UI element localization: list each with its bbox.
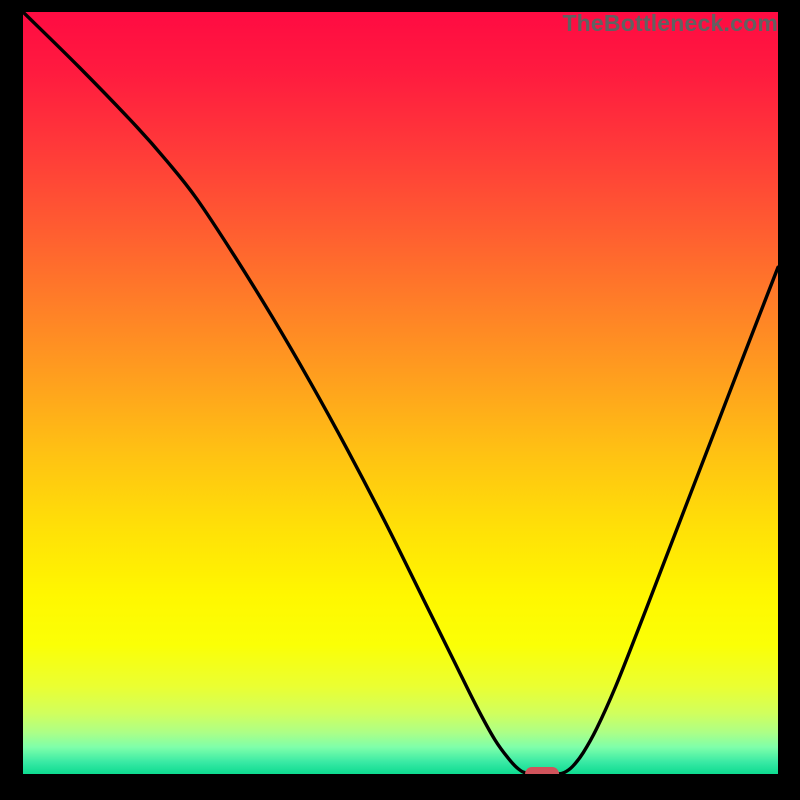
chart-container: TheBottleneck.com: [0, 0, 800, 800]
optimum-marker: [525, 767, 559, 774]
watermark-text: TheBottleneck.com: [562, 10, 778, 37]
plot-area: [23, 12, 778, 774]
curve-path: [23, 12, 778, 774]
bottleneck-curve: [23, 12, 778, 774]
